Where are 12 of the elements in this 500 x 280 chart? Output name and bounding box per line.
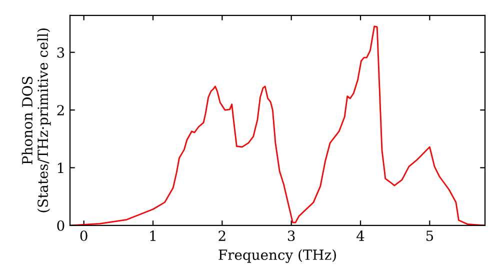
y-tick-label: 3 <box>57 47 64 58</box>
x-tick-label: 1 <box>150 230 156 241</box>
x-tick-label: 0 <box>80 230 88 242</box>
y-tick-label: 2 <box>57 104 64 116</box>
x-tick-label: 5 <box>426 230 434 242</box>
x-tick-label: 4 <box>356 230 364 241</box>
y-tick-label: 1 <box>58 162 64 173</box>
x-axis-title: Frequency (THz) <box>218 249 336 263</box>
x-tick-label: 3 <box>288 230 295 242</box>
x-tick-label: 2 <box>218 230 226 241</box>
y-axis-title: Phonon DOS (States/THz·primitive cell) <box>22 28 51 212</box>
y-tick-label: 0 <box>57 220 64 231</box>
